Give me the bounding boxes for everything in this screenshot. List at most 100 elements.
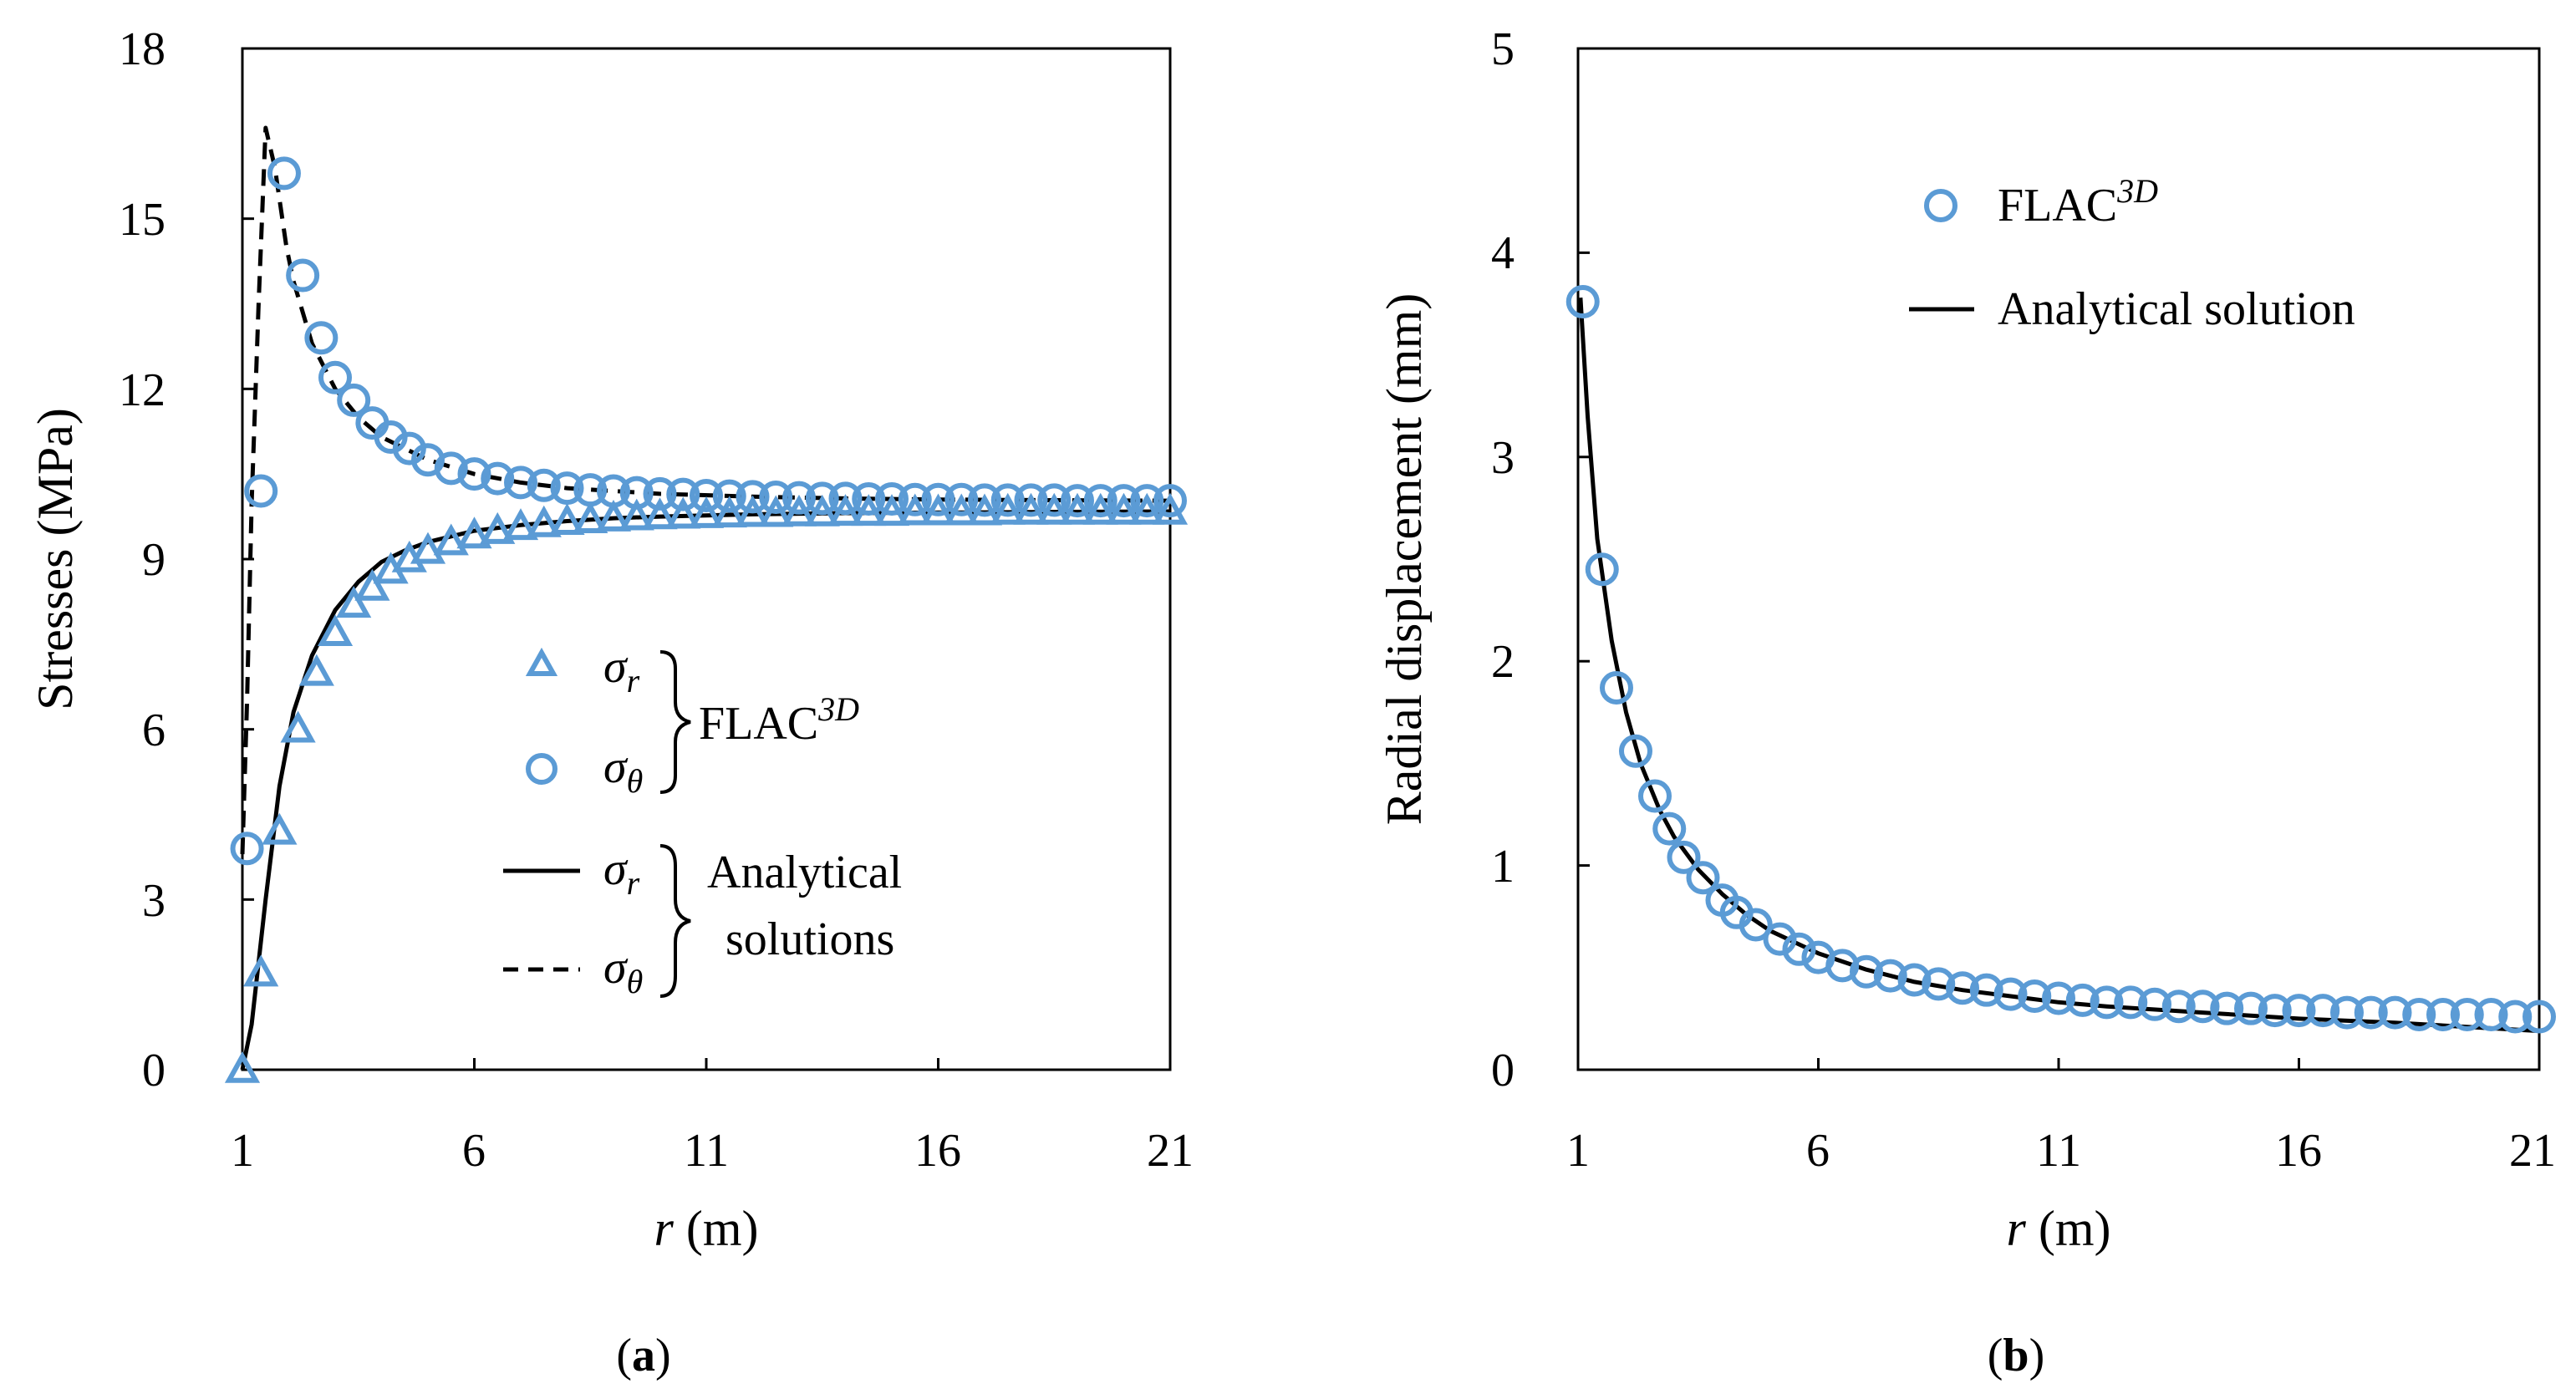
- data-point-circle: [968, 483, 1001, 517]
- x-axis-title-b: r (m): [2007, 1201, 2111, 1256]
- legend-label-analytical: Analytical solution: [1998, 283, 2355, 335]
- data-point-circle: [1897, 963, 1932, 997]
- y-tick-label: 2: [1491, 636, 1515, 688]
- legend-label-sigma-theta: σθ: [603, 741, 643, 800]
- panel-b: 0 1 2 3 4 5 1 6 11 16 21 r (m) Radial di…: [1377, 23, 2556, 1381]
- data-point-circle: [2378, 995, 2412, 1030]
- data-point-circle: [990, 483, 1025, 517]
- data-point-circle: [782, 481, 816, 515]
- y-axis-title-a: Stresses (MPa): [28, 408, 83, 710]
- data-point-triangle: [456, 516, 492, 549]
- data-point-circle: [457, 457, 491, 491]
- y-tick-labels-a: 0 3 6 9 12 15 18: [119, 23, 165, 1096]
- data-point-circle: [2090, 985, 2124, 1020]
- x-axis-title-a: r (m): [654, 1201, 759, 1256]
- series-group-a: [224, 125, 1189, 1083]
- legend-label-sigma-r-analytical: σr: [603, 843, 640, 902]
- y-tick-label: 9: [142, 534, 165, 586]
- data-point-circle: [2042, 981, 2075, 1015]
- data-point-triangle: [619, 498, 654, 531]
- data-point-circle: [2498, 1000, 2533, 1034]
- data-point-triangle: [480, 511, 516, 544]
- data-point-circle: [1969, 973, 2003, 1007]
- x-tick-label: 11: [2036, 1125, 2081, 1177]
- data-point-circle: [1014, 483, 1048, 517]
- data-point-circle: [337, 383, 371, 417]
- data-point-circle: [1083, 484, 1117, 518]
- panel-label-b: (b): [1988, 1330, 2044, 1381]
- data-point-triangle: [243, 954, 279, 987]
- data-point-circle: [550, 471, 584, 506]
- data-point-circle: [527, 468, 561, 502]
- data-point-circle: [2065, 983, 2100, 1017]
- data-point-circle: [805, 481, 839, 516]
- data-point-triangle: [433, 523, 469, 556]
- legend-triangle-icon: [525, 647, 558, 676]
- y-tick-labels-b: 0 1 2 3 4 5: [1491, 23, 1515, 1096]
- data-point-circle: [828, 481, 863, 516]
- data-point-triangle: [526, 505, 562, 537]
- data-point-circle: [1667, 840, 1701, 874]
- x-tick-label: 16: [2275, 1125, 2322, 1177]
- data-point-circle: [944, 482, 979, 516]
- legend-a: σr σθ FLAC3D σr σθ Analytical solutions: [503, 641, 902, 1000]
- axis-ticks-a: [241, 47, 1172, 1071]
- data-point-circle: [1061, 484, 1094, 518]
- data-point-circle: [1037, 483, 1072, 517]
- axis-ticks-b: [1576, 47, 2541, 1071]
- data-point-triangle: [262, 812, 298, 845]
- series-group-b: [1565, 285, 2556, 1034]
- data-point-circle: [1763, 922, 1797, 956]
- data-point-circle: [2426, 998, 2460, 1032]
- y-tick-label: 0: [1491, 1045, 1515, 1096]
- legend-brace-flac: [659, 650, 691, 794]
- data-point-circle: [597, 474, 630, 508]
- data-point-circle: [1565, 285, 1600, 319]
- data-point-circle: [666, 477, 700, 511]
- data-point-triangle: [317, 614, 354, 647]
- data-point-circle: [1585, 552, 1619, 587]
- data-point-circle: [1946, 971, 1979, 1005]
- legend-b: FLAC3D Analytical solution: [1909, 172, 2355, 335]
- data-point-circle: [736, 480, 770, 514]
- x-tick-label: 6: [462, 1125, 486, 1177]
- y-tick-label: 15: [119, 194, 165, 246]
- data-point-circle: [2523, 1000, 2556, 1034]
- data-point-circle: [898, 482, 932, 516]
- legend-group-flac: FLAC3D: [699, 690, 859, 750]
- data-point-triangle: [502, 508, 539, 541]
- y-tick-label: 1: [1491, 841, 1515, 893]
- data-point-triangle: [1129, 492, 1165, 525]
- data-point-triangle: [595, 499, 632, 532]
- y-tick-label: 4: [1491, 227, 1515, 279]
- data-point-circle: [619, 476, 654, 510]
- legend-circle-icon: [1924, 189, 1957, 222]
- data-point-circle: [1739, 908, 1773, 942]
- data-point-triangle: [735, 495, 771, 527]
- x-tick-label: 1: [1566, 1125, 1590, 1177]
- data-point-circle: [1993, 977, 2028, 1011]
- data-point-circle: [2258, 994, 2292, 1028]
- data-point-circle: [690, 478, 723, 512]
- data-point-circle: [759, 481, 793, 515]
- data-point-circle: [875, 482, 909, 516]
- data-point-circle: [1600, 670, 1633, 705]
- y-tick-label: 5: [1491, 23, 1515, 75]
- legend-label-sigma-theta-analytical: σθ: [603, 942, 643, 1000]
- data-point-circle: [2354, 995, 2388, 1030]
- data-point-circle: [304, 321, 339, 355]
- y-tick-label: 12: [119, 364, 165, 416]
- x-tick-label: 16: [914, 1125, 961, 1177]
- plot-frame-a: [241, 47, 1172, 1071]
- y-tick-label: 3: [1491, 432, 1515, 484]
- data-point-triangle: [224, 1051, 261, 1083]
- data-point-triangle: [1152, 492, 1189, 525]
- y-tick-label: 6: [142, 705, 165, 756]
- data-point-circle: [573, 473, 608, 507]
- data-point-circle: [1153, 484, 1187, 518]
- data-point-circle: [852, 482, 886, 516]
- data-point-circle: [1782, 932, 1816, 966]
- legend-label-sigma-r: σr: [603, 641, 640, 700]
- data-point-circle: [1850, 954, 1883, 989]
